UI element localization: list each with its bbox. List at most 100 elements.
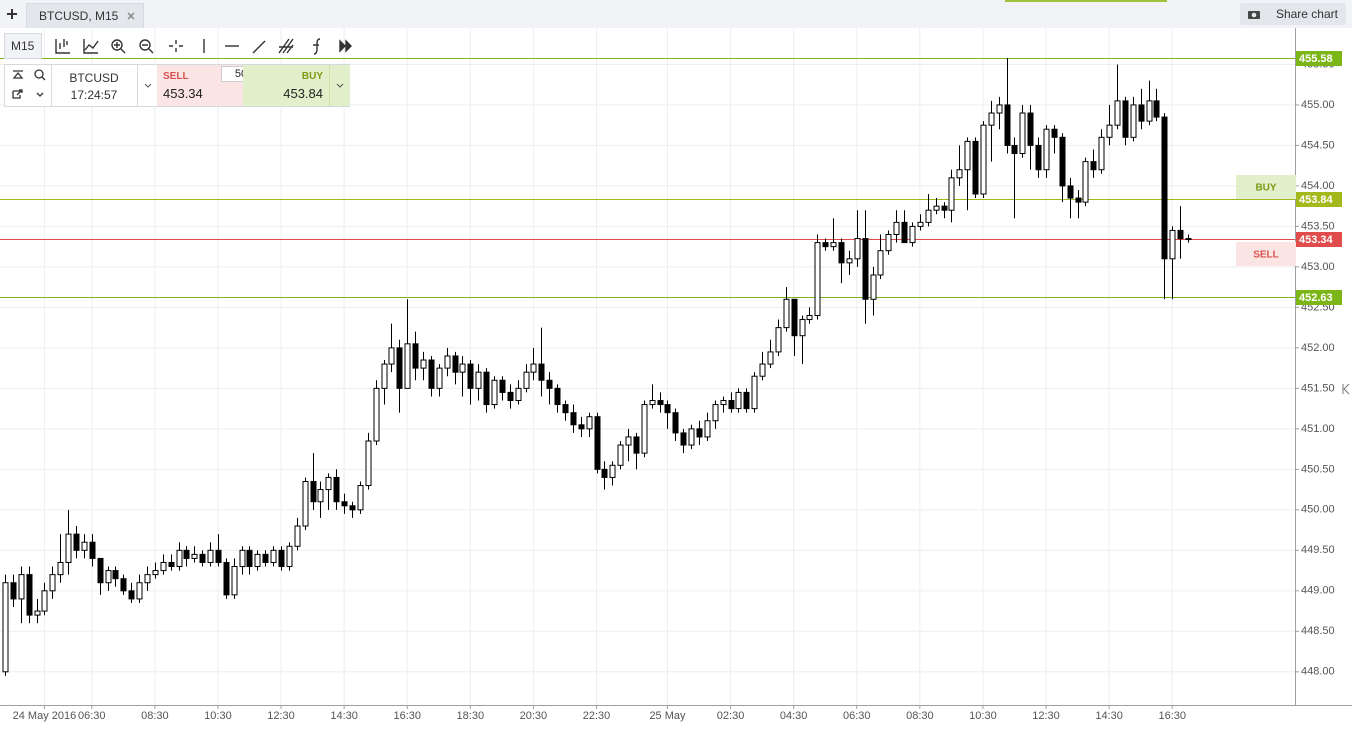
candle-body [570, 412, 577, 426]
y-tick-label: 452.00 [1301, 342, 1335, 354]
axes: 448.00 448.50 449.00 449.50 450.00 450.50 451.… [13, 58, 1335, 722]
candle-body [428, 359, 435, 389]
sell-flag[interactable] [1236, 242, 1296, 266]
x-tick-label: 14:30 [330, 710, 358, 722]
tool-indicators[interactable] [83, 39, 99, 54]
candle-body [412, 343, 419, 369]
share-button[interactable]: Share chart [1240, 3, 1346, 25]
candle-body [925, 209, 932, 223]
tool-crosshair[interactable] [169, 40, 183, 52]
tool-trend[interactable] [252, 40, 266, 54]
buy-price: 453.84 [283, 86, 323, 101]
sell-button[interactable]: SELL 453.34 [157, 65, 243, 106]
buy-button[interactable]: BUY 453.84 [243, 65, 329, 106]
candle-body [310, 480, 317, 503]
candle-body [246, 549, 253, 568]
candle-body [688, 428, 695, 446]
candle-body [972, 140, 979, 195]
chart-tab[interactable]: BTCUSD, M15 [26, 3, 144, 28]
candle-body [546, 379, 553, 389]
candle-body [901, 221, 908, 244]
candle-body [538, 363, 545, 381]
search[interactable] [34, 69, 44, 79]
candle-body [909, 225, 916, 244]
x-tick-label: 16:30 [1158, 710, 1186, 722]
y-tick-label: 450.50 [1301, 463, 1335, 475]
collapse-icon[interactable] [1342, 383, 1350, 395]
candle-body [1114, 100, 1121, 126]
candle-body [554, 387, 561, 406]
candle-body [1075, 197, 1082, 203]
candle-body [791, 298, 798, 337]
buy-dropdown[interactable] [329, 65, 350, 106]
background [0, 28, 1352, 732]
close-icon[interactable] [127, 12, 135, 20]
tool-more[interactable] [339, 39, 352, 53]
candle-body [1161, 116, 1168, 260]
candle-body [199, 553, 206, 563]
candle-body [530, 363, 537, 373]
candle-body [396, 347, 403, 389]
y-tick-label: 454.00 [1301, 180, 1335, 192]
candle-body [365, 440, 372, 487]
candle-body [617, 444, 624, 466]
candle-body [601, 468, 608, 478]
candle-body [341, 501, 348, 507]
candle-body [191, 553, 198, 559]
price-badge-label: 453.34 [1299, 234, 1334, 246]
popout[interactable] [12, 89, 23, 99]
candle-body [168, 561, 175, 568]
tool-candles[interactable] [55, 39, 70, 54]
tool-zoom-out[interactable] [139, 39, 151, 51]
candle-body [830, 242, 837, 248]
candle-body [467, 363, 474, 389]
candle-body [475, 371, 482, 389]
top-bar: BTCUSD, M15 Share chart [0, 0, 1352, 29]
candle-body [578, 424, 585, 430]
candle-body [160, 561, 167, 572]
buy-flag[interactable] [1236, 175, 1296, 199]
sell-dropdown[interactable] [137, 65, 158, 106]
interval: M15 [11, 39, 35, 53]
tool-function[interactable] [313, 38, 321, 55]
candle-body [404, 343, 411, 389]
candle-body [633, 436, 640, 454]
add-tab-icon[interactable] [6, 8, 18, 20]
y-tick-label: 450.00 [1301, 504, 1335, 516]
x-tick-label: 20:30 [520, 710, 548, 722]
candle-body [696, 428, 703, 438]
price-badges: 455.58 453.84 453.34 452.63 [1296, 51, 1342, 305]
interval-button[interactable]: M15 [4, 33, 42, 59]
collapse[interactable] [12, 70, 24, 79]
price-badge [1296, 290, 1342, 305]
candle-body [759, 363, 766, 377]
candle-body [317, 489, 324, 503]
camera-icon [1248, 11, 1260, 19]
candle-body [183, 549, 190, 559]
candle-body [294, 525, 301, 547]
candle-body [1027, 112, 1034, 146]
expand[interactable] [36, 92, 44, 97]
tool-zoom-in[interactable] [111, 39, 123, 51]
candle-body [18, 574, 25, 600]
candle-body [980, 124, 987, 195]
x-tick-label: 02:30 [717, 710, 745, 722]
x-tick-label: 10:30 [969, 710, 997, 722]
candle-body [302, 480, 309, 527]
x-tick-label: 06:30 [843, 710, 871, 722]
candle-body [1090, 161, 1097, 171]
candle-body [933, 205, 940, 211]
candle-body [1122, 100, 1129, 138]
candle-body [846, 258, 853, 264]
candle-body [523, 371, 530, 389]
y-tick-label: 454.50 [1301, 139, 1335, 151]
candle-body [996, 104, 1003, 114]
candle-body [1067, 185, 1074, 199]
candle-body [814, 242, 821, 316]
candle-body [712, 404, 719, 422]
candle-body [373, 387, 380, 442]
tool-fib[interactable] [278, 38, 294, 54]
x-tick-label: 08:30 [141, 710, 169, 722]
candle-body [65, 533, 72, 563]
candle-body [388, 347, 395, 365]
